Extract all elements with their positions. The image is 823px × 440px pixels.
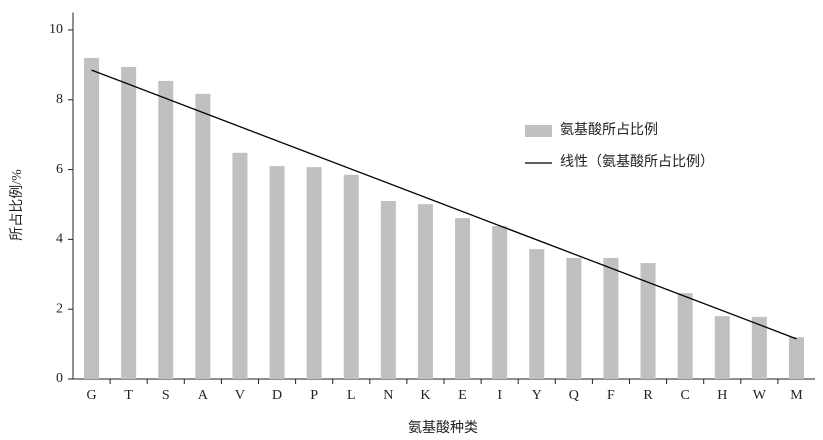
bar <box>121 66 137 380</box>
bar <box>343 174 359 379</box>
y-tick-label: 2 <box>56 301 63 316</box>
bar <box>380 200 396 379</box>
bar <box>84 57 100 379</box>
x-tick-label: V <box>235 388 245 403</box>
x-tick-label: N <box>383 388 393 403</box>
x-tick-label: R <box>643 388 653 403</box>
legend-label: 氨基酸所占比例 <box>560 121 658 138</box>
x-tick-label: G <box>86 388 96 403</box>
legend-swatch <box>525 125 552 137</box>
x-tick-label: C <box>680 388 689 403</box>
bar <box>417 204 433 379</box>
bar <box>603 257 619 379</box>
bar <box>492 226 508 379</box>
x-tick-label: L <box>347 388 356 403</box>
bar <box>714 316 730 379</box>
x-tick-label: K <box>420 388 430 403</box>
x-tick-label: P <box>310 388 318 403</box>
x-tick-label: D <box>272 388 282 403</box>
y-tick-label: 8 <box>56 92 63 107</box>
y-tick-label: 4 <box>56 232 63 247</box>
legend-label: 线性（氨基酸所占比例） <box>560 153 714 170</box>
bar <box>158 80 174 379</box>
bar <box>788 337 804 379</box>
bar <box>529 249 545 379</box>
y-tick-label: 0 <box>56 371 63 386</box>
x-axis-label: 氨基酸种类 <box>408 419 478 436</box>
x-tick-label: T <box>124 388 133 403</box>
x-tick-label: A <box>198 388 209 403</box>
bar <box>455 218 471 379</box>
x-tick-label: W <box>753 388 767 403</box>
x-tick-label: H <box>717 388 727 403</box>
bar <box>232 152 248 379</box>
x-tick-label: F <box>607 388 615 403</box>
bar <box>269 166 285 379</box>
bar <box>751 316 767 379</box>
x-tick-label: E <box>458 388 467 403</box>
y-axis-label: 所占比例/% <box>9 169 25 241</box>
y-tick-label: 10 <box>49 22 63 37</box>
bar <box>306 167 322 379</box>
y-tick-label: 6 <box>56 162 63 177</box>
bar <box>195 93 211 379</box>
bar <box>677 293 693 379</box>
bar <box>640 263 656 379</box>
x-tick-label: Y <box>532 388 542 403</box>
x-tick-label: Q <box>569 388 579 403</box>
x-tick-label: I <box>497 388 502 403</box>
x-tick-label: S <box>162 388 170 403</box>
bar <box>566 257 582 379</box>
trendline <box>91 69 797 340</box>
x-tick-label: M <box>790 388 803 403</box>
